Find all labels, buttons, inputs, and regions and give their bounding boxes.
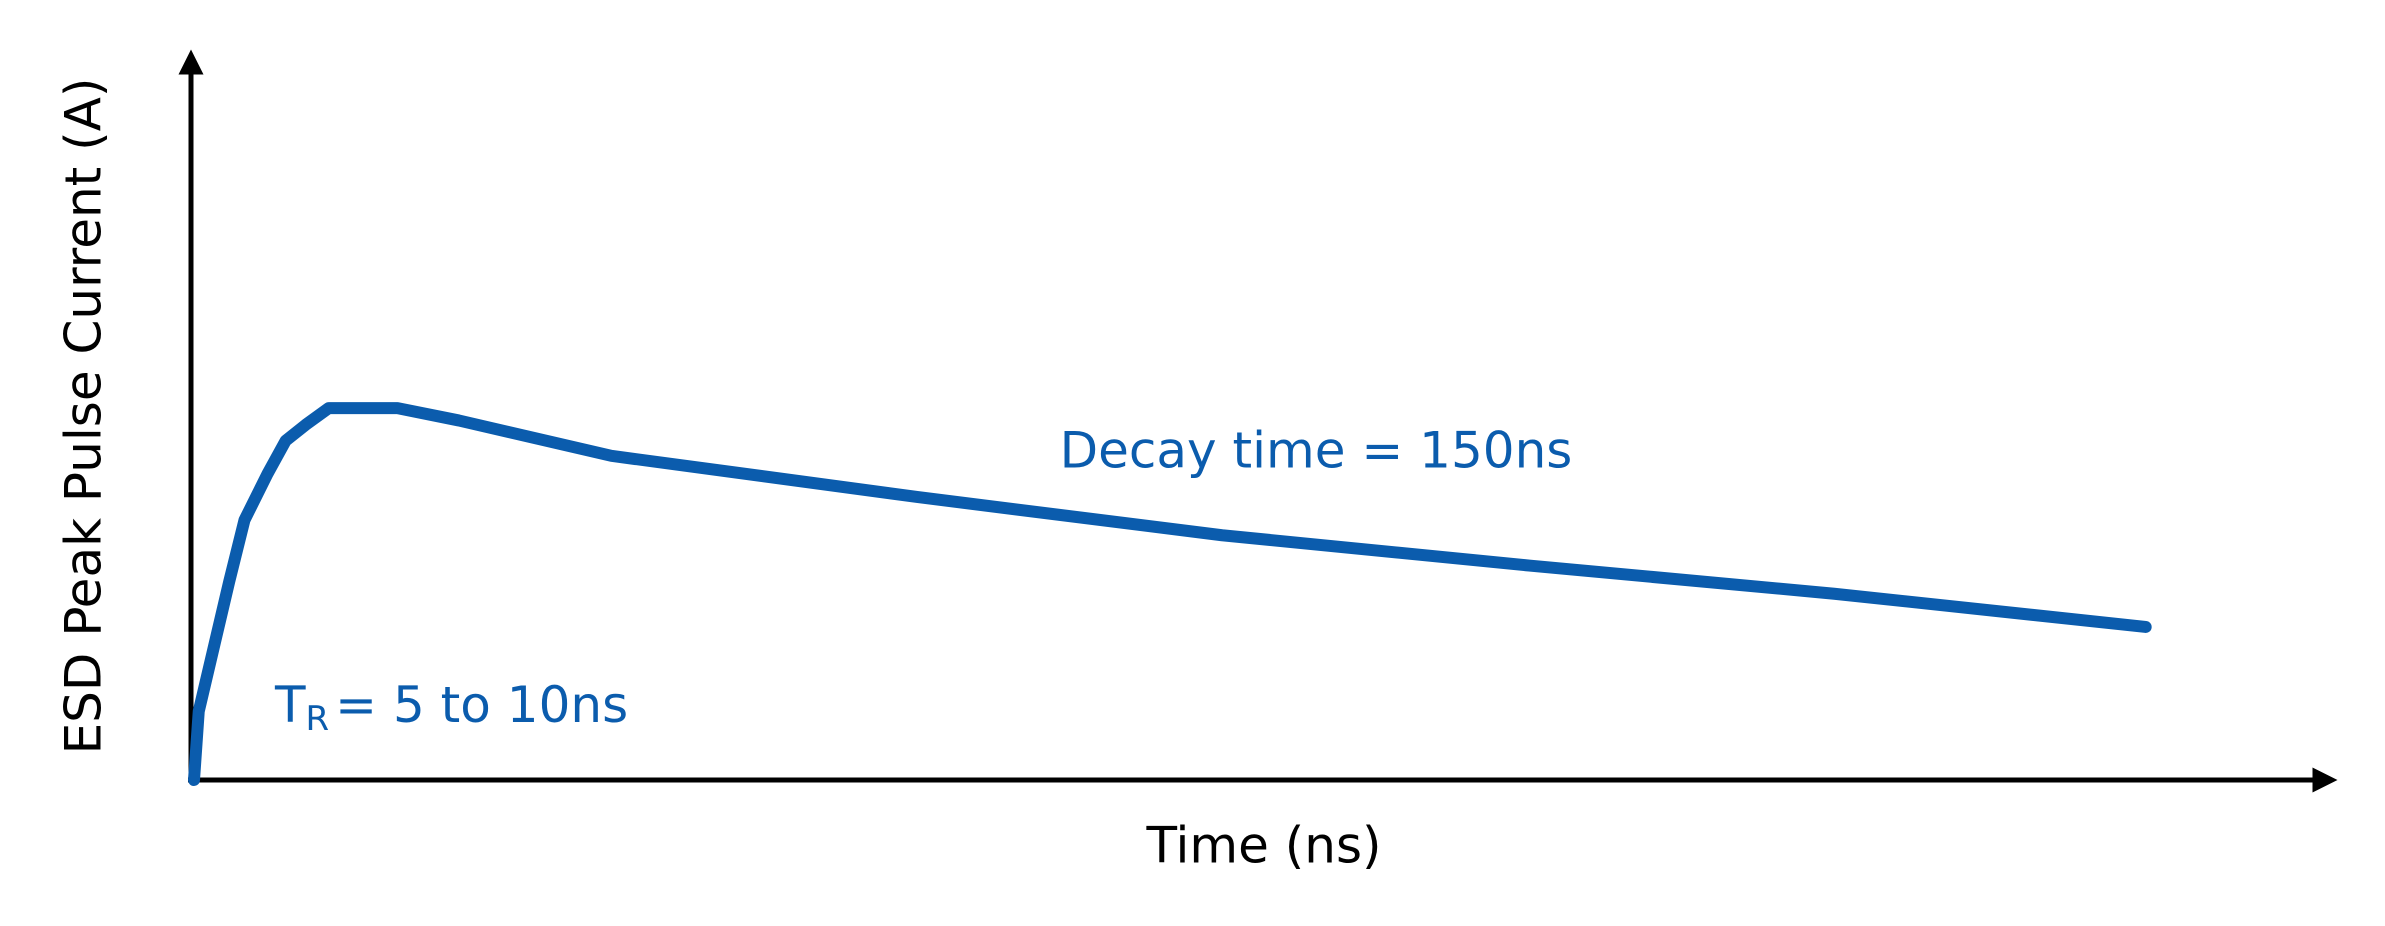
y-axis-label: ESD Peak Pulse Current (A) — [55, 78, 113, 755]
annotation-subscript: R — [306, 699, 330, 739]
annotation-symbol: T — [274, 676, 306, 734]
data-line — [188, 402, 2152, 786]
x-axis-label: Time (ns) — [1145, 817, 1381, 875]
annotation: TR = 5 to 10ns — [274, 676, 628, 739]
annotation: Decay time = 150ns — [1060, 422, 1573, 480]
annotation-text: = 5 to 10ns — [335, 676, 628, 734]
